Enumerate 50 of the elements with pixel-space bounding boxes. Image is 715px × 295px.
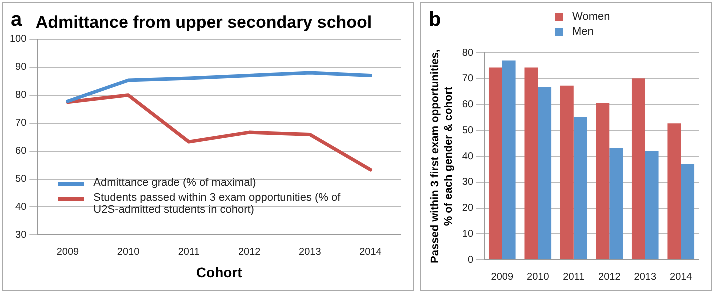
y-tick-label: 60 bbox=[462, 100, 474, 110]
x-tick-label: 2011 bbox=[178, 246, 200, 258]
y-tick-label: 30 bbox=[16, 230, 28, 241]
bar bbox=[560, 86, 574, 260]
x-axis-title: Cohort bbox=[196, 264, 243, 280]
legend-label: Students passed within 3 exam opportunities (% of U2S-admitted students in cohort) bbox=[94, 192, 342, 216]
y-tick-label: 50 bbox=[16, 174, 28, 186]
y-tick-label: 20 bbox=[462, 203, 474, 214]
text: b bbox=[429, 9, 442, 32]
legend-label: Men bbox=[572, 26, 594, 38]
legend-label: Admittance grade (% of maximal) bbox=[94, 177, 256, 190]
y-axis-title: Passed within 3 first exam opportunities, % of each gender & cohort bbox=[430, 50, 455, 264]
y-tick-label: 0 bbox=[468, 254, 474, 266]
bar bbox=[610, 148, 624, 260]
x-tick-label: 2014 bbox=[360, 246, 382, 258]
y-tick-label: 50 bbox=[462, 125, 474, 136]
y-tick-label: 70 bbox=[16, 118, 28, 130]
x-tick-label: 2012 bbox=[598, 272, 622, 283]
x-tick-label: 2009 bbox=[491, 272, 514, 283]
bar bbox=[681, 164, 695, 260]
y-tick-label: 10 bbox=[462, 228, 474, 240]
y-tick-label: 30 bbox=[462, 177, 474, 188]
chart-title: Admittance from upper secondary school bbox=[36, 12, 372, 32]
bar bbox=[502, 60, 516, 260]
bar bbox=[488, 68, 502, 260]
bar bbox=[538, 87, 552, 260]
x-tick-label: 2010 bbox=[527, 272, 550, 283]
y-tick-label: 40 bbox=[462, 151, 474, 162]
bar bbox=[668, 124, 682, 260]
y-tick-label: 80 bbox=[16, 90, 28, 102]
text: a bbox=[11, 9, 22, 32]
y-tick-label: 40 bbox=[16, 202, 28, 213]
bar bbox=[524, 68, 538, 260]
y-tick-label: 90 bbox=[16, 62, 28, 74]
x-tick-label: 2013 bbox=[634, 272, 657, 283]
x-tick-label: 2009 bbox=[56, 246, 80, 258]
x-tick-label: 2011 bbox=[563, 272, 586, 283]
x-tick-label: 2013 bbox=[299, 246, 322, 258]
x-tick-label: 2012 bbox=[238, 246, 262, 258]
y-tick-label: 60 bbox=[16, 146, 28, 158]
bar bbox=[574, 117, 588, 260]
y-tick-label: 100 bbox=[10, 34, 28, 46]
x-tick-label: 2010 bbox=[117, 246, 140, 258]
legend-label: Women bbox=[572, 11, 610, 23]
bar bbox=[596, 103, 610, 260]
y-tick-label: 80 bbox=[462, 48, 474, 59]
bar bbox=[632, 78, 646, 260]
bar bbox=[645, 151, 659, 260]
y-tick-label: 70 bbox=[462, 74, 474, 85]
x-tick-label: 2014 bbox=[670, 272, 693, 283]
